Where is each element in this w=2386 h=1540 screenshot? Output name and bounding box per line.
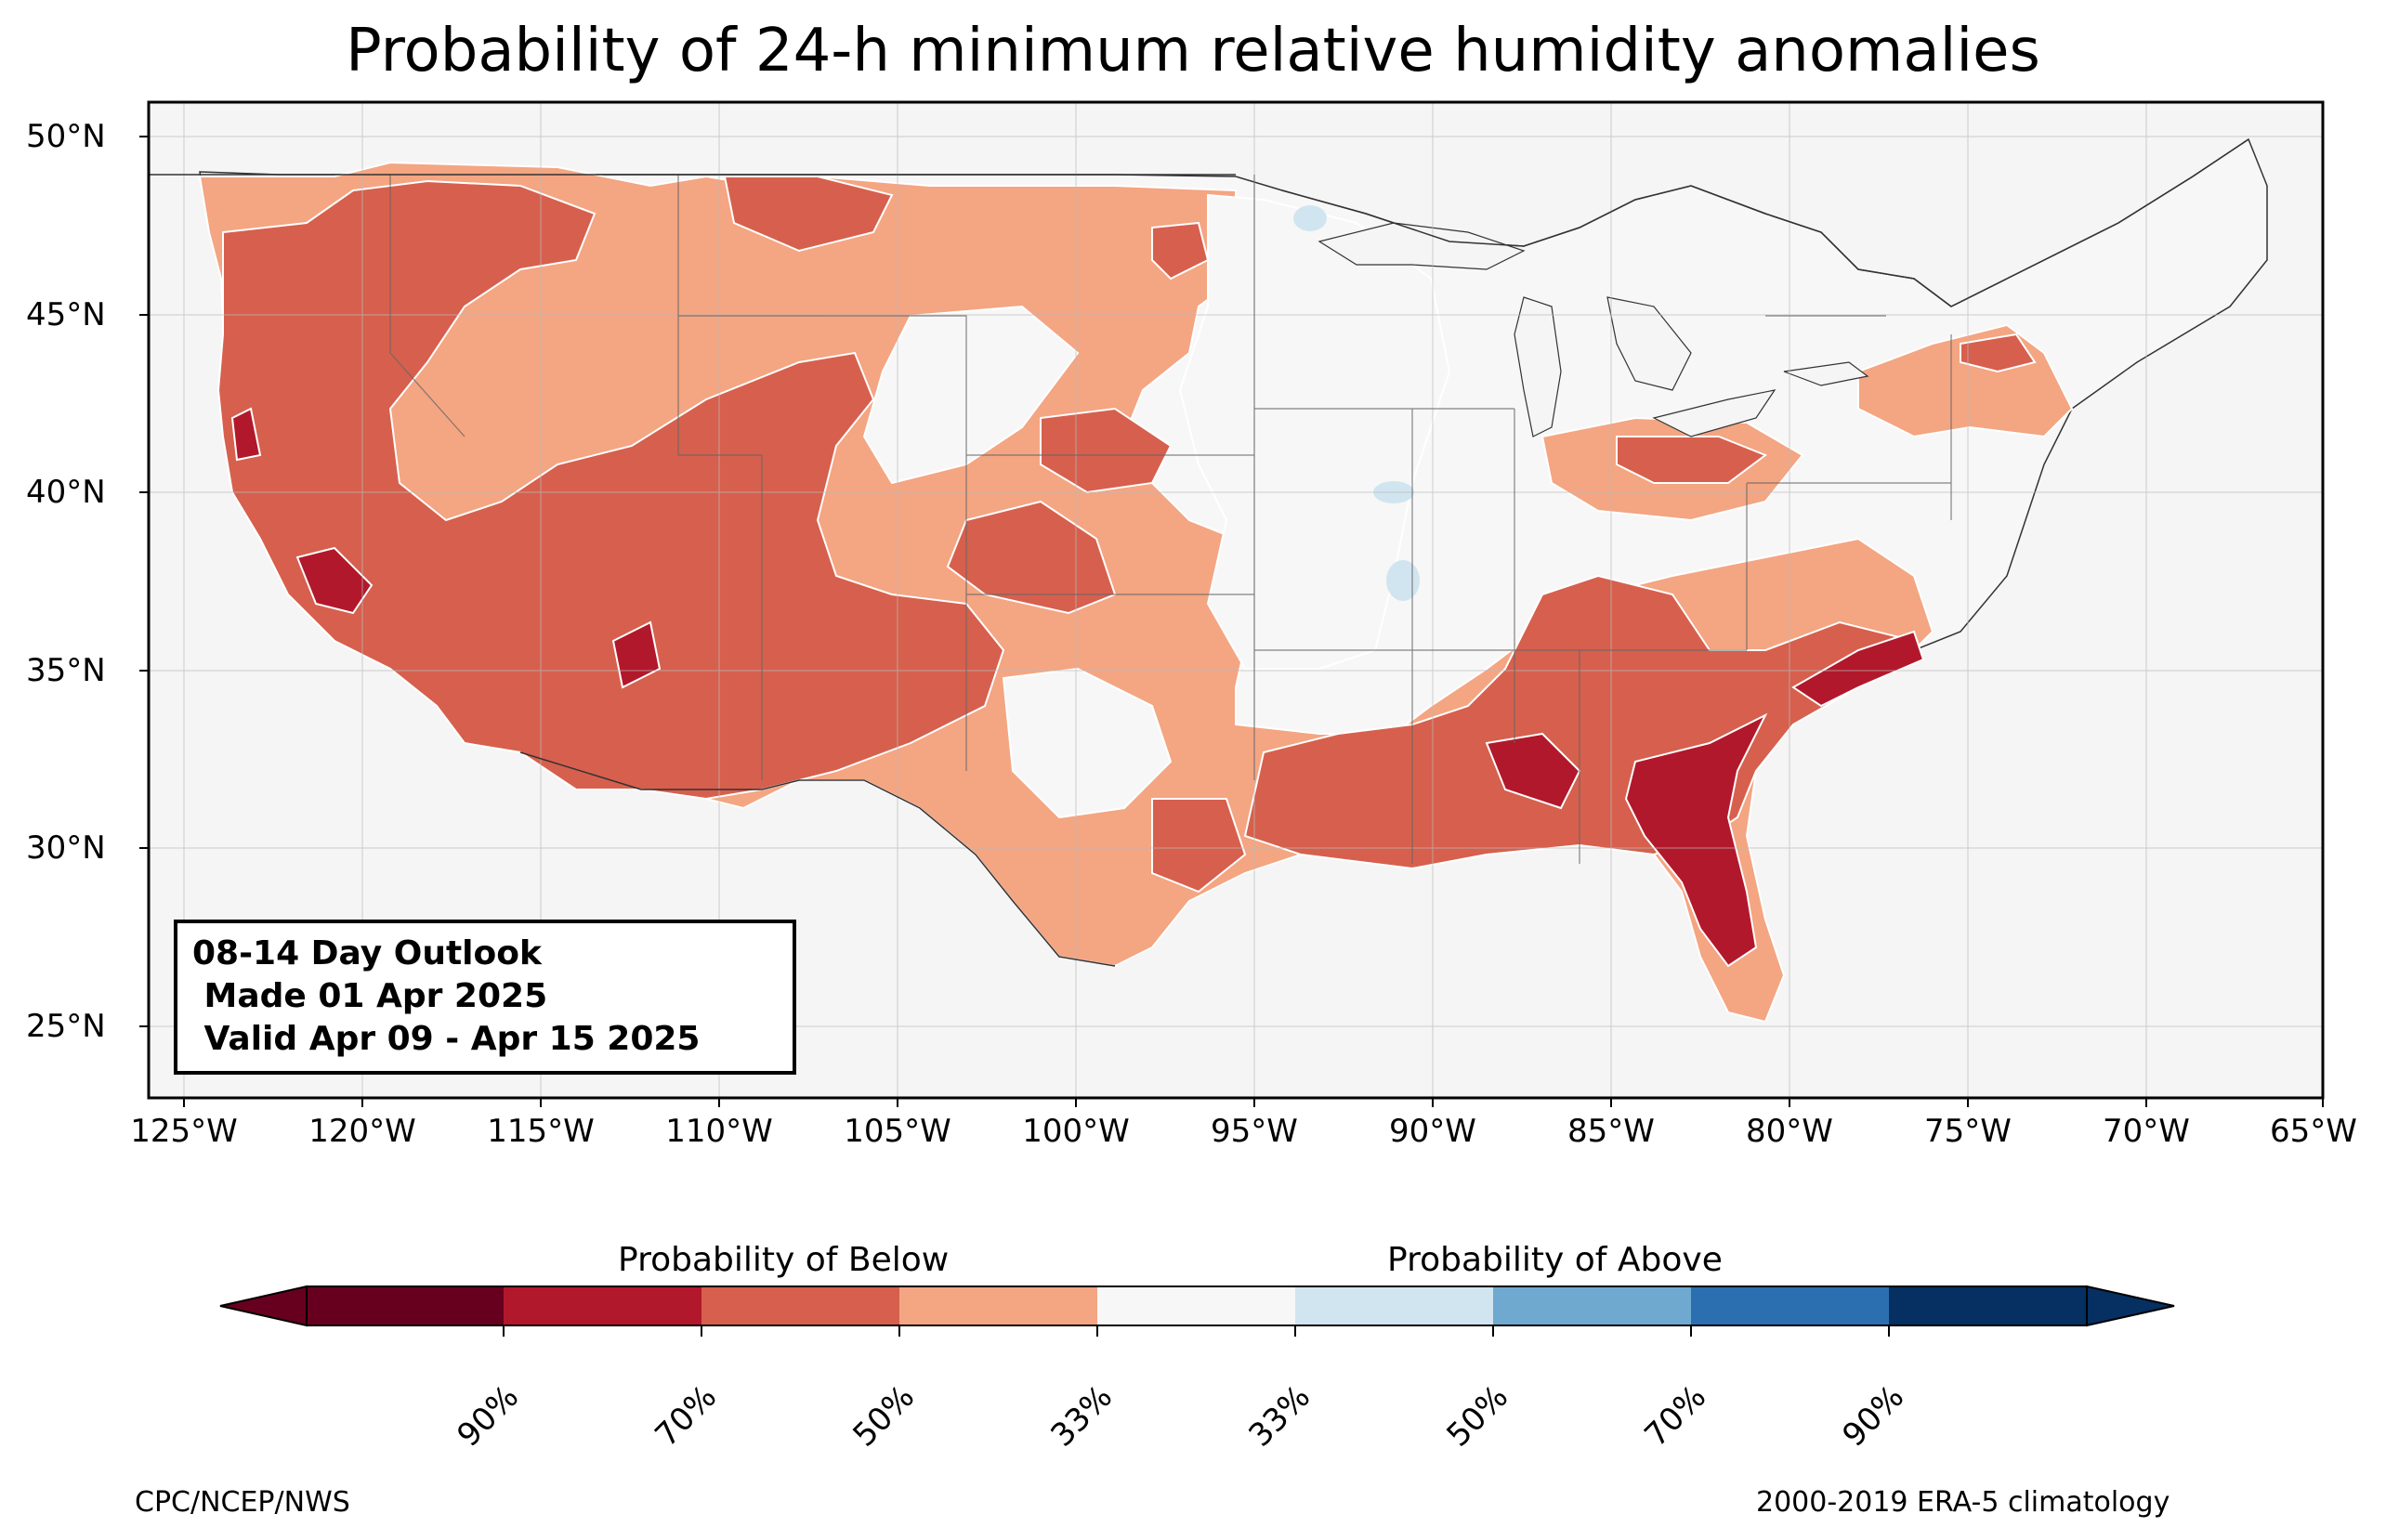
- lon-label-80: 80°W: [1746, 1113, 1833, 1150]
- lon-label-90: 90°W: [1389, 1113, 1476, 1150]
- lon-label-105: 105°W: [844, 1113, 951, 1150]
- map-title: Probability of 24-h minimum relative hum…: [346, 17, 2040, 85]
- below-70-region-florida-georgia: [1624, 712, 1768, 968]
- below-70-region-alabama: [1485, 732, 1581, 810]
- below-70-region-carolinas: [1791, 630, 1925, 708]
- below-50-region-tx: [1151, 798, 1247, 894]
- below-50-region-nebraska: [1040, 407, 1173, 494]
- colorbar-above-title: Probability of Above: [1387, 1241, 1723, 1279]
- lon-label-70: 70°W: [2103, 1113, 2190, 1150]
- footer-source: CPC/NCEP/NWS: [135, 1486, 350, 1519]
- lon-label-115: 115°W: [487, 1113, 595, 1150]
- above-33-region-minnesota: [1293, 205, 1327, 231]
- lake-superior: [1318, 222, 1526, 270]
- country-borders: [149, 138, 2249, 967]
- footer-climatology: 2000-2019 ERA-5 climatology: [1756, 1486, 2170, 1519]
- below-50-region-nd: [1151, 221, 1210, 281]
- lat-label-40: 40°N: [26, 474, 106, 511]
- lon-label-110: 110°W: [665, 1113, 773, 1150]
- below-50-region-ohio: [1616, 436, 1768, 484]
- state-borders: [389, 175, 1952, 864]
- lat-label-35: 35°N: [26, 652, 106, 689]
- outlook-info-box: 08-14 Day Outlook Made 01 Apr 2025 Valid…: [174, 920, 796, 1075]
- axis-ticks: [139, 136, 2324, 1107]
- lon-label-100: 100°W: [1022, 1113, 1130, 1150]
- lake-ontario: [1783, 361, 1869, 386]
- lon-label-75: 75°W: [1924, 1113, 2012, 1150]
- lat-label-25: 25°N: [26, 1008, 106, 1045]
- lon-label-120: 120°W: [308, 1113, 416, 1150]
- lon-label-125: 125°W: [130, 1113, 238, 1150]
- lake-erie: [1652, 389, 1776, 437]
- lat-label-45: 45°N: [26, 296, 106, 333]
- colorbar-below-title: Probability of Below: [618, 1241, 950, 1279]
- lake-michigan: [1514, 296, 1562, 437]
- below-50-region-montana: [723, 176, 894, 253]
- outlook-period: 08-14 Day Outlook: [192, 934, 542, 972]
- above-33-region-illinois: [1386, 560, 1420, 601]
- outlook-made-date: Made 01 Apr 2025: [192, 977, 548, 1015]
- lon-label-95: 95°W: [1211, 1113, 1298, 1150]
- near-normal-texas: [1002, 667, 1173, 819]
- below-70-region-oregon: [230, 407, 262, 462]
- below-50-region-west: [216, 179, 1005, 801]
- outlook-valid-dates: Valid Apr 09 - Apr 15 2025: [192, 1020, 701, 1058]
- lake-huron: [1606, 296, 1692, 391]
- lat-label-30: 30°N: [26, 829, 106, 867]
- map-gridlines: [149, 102, 2323, 1098]
- below-50-region-ny: [1960, 333, 2037, 373]
- lon-label-85: 85°W: [1567, 1113, 1655, 1150]
- lon-label-65: 65°W: [2270, 1113, 2357, 1150]
- below-50-region-kansas: [946, 500, 1117, 615]
- lat-label-50: 50°N: [26, 118, 106, 155]
- map-frame: [147, 100, 2325, 1100]
